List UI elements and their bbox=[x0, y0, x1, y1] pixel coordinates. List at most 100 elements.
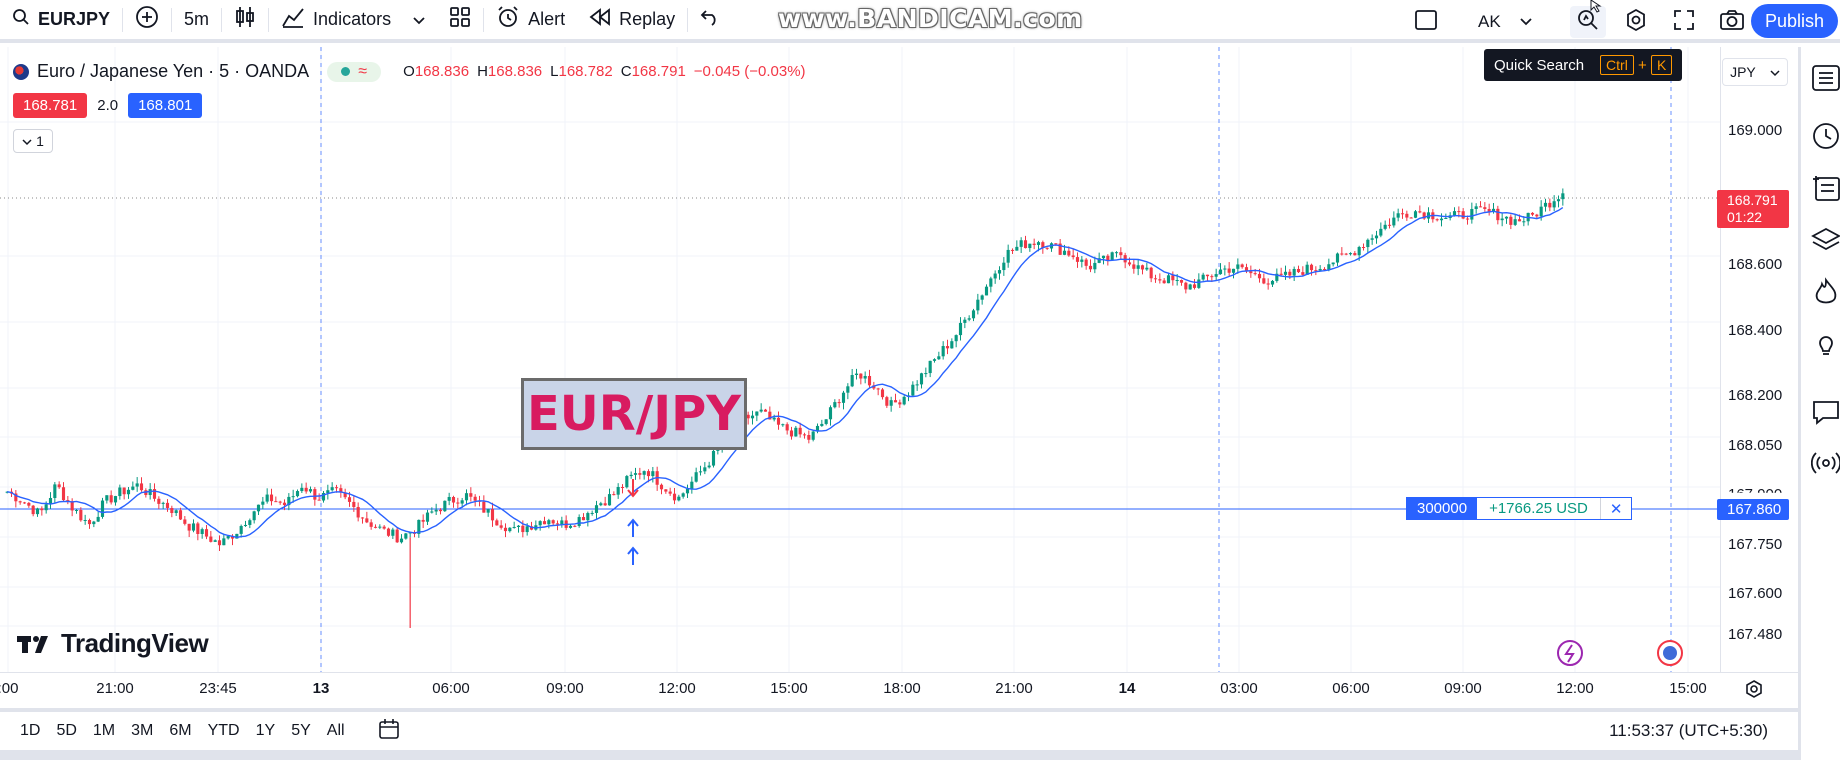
sell-button[interactable]: 168.781 bbox=[13, 93, 88, 118]
candle-body bbox=[295, 491, 300, 497]
layout-button[interactable] bbox=[1408, 6, 1444, 38]
ideas-button[interactable] bbox=[1811, 329, 1840, 361]
time-tick: 15:00 bbox=[1669, 680, 1707, 697]
snapshot-button[interactable] bbox=[1714, 6, 1750, 38]
range-button[interactable]: 5Y bbox=[291, 722, 311, 739]
chart-type-button[interactable] bbox=[222, 0, 268, 39]
candle-body bbox=[191, 523, 196, 531]
candle-body bbox=[243, 524, 248, 527]
shortcut-hint: Ctrl + K bbox=[1600, 54, 1673, 75]
candle-body bbox=[1474, 206, 1478, 209]
undo-button[interactable] bbox=[688, 0, 732, 39]
replay-button[interactable]: Replay bbox=[577, 0, 687, 39]
range-button[interactable]: 6M bbox=[169, 722, 192, 739]
candlestick-icon bbox=[234, 5, 256, 34]
goto-date-button[interactable] bbox=[375, 717, 403, 745]
range-button[interactable]: 5D bbox=[56, 722, 77, 739]
price-plot[interactable] bbox=[0, 47, 1720, 672]
candle-body bbox=[274, 501, 278, 503]
buy-button[interactable]: 168.801 bbox=[128, 93, 203, 118]
hotlists-button[interactable] bbox=[1811, 277, 1840, 309]
candle-body bbox=[586, 513, 590, 521]
tradingview-logo[interactable]: TradingView bbox=[17, 628, 209, 659]
candle-body bbox=[1348, 253, 1353, 255]
candle-body bbox=[1370, 238, 1374, 240]
time-axis[interactable]: :00 21:00 23:45 13 06:00 09:00 12:00 15:… bbox=[0, 672, 1798, 704]
settings-button[interactable] bbox=[1618, 6, 1654, 38]
flash-event-icon[interactable] bbox=[1557, 640, 1583, 666]
compare-button[interactable] bbox=[123, 0, 171, 39]
price-scale[interactable] bbox=[1720, 47, 1798, 672]
streams-button[interactable] bbox=[1810, 449, 1840, 483]
candle-body bbox=[651, 471, 655, 477]
camera-icon bbox=[1719, 9, 1745, 36]
candle-body bbox=[425, 512, 430, 522]
candle-body bbox=[1461, 211, 1465, 219]
alert-button[interactable]: Alert bbox=[484, 0, 577, 39]
candle-body bbox=[1136, 265, 1140, 269]
time-tick: 14 bbox=[1118, 680, 1136, 697]
range-button[interactable]: 1M bbox=[92, 722, 116, 739]
candle-body bbox=[971, 310, 976, 319]
currency-dropdown[interactable]: JPY bbox=[1722, 58, 1788, 86]
high-value: 168.836 bbox=[487, 63, 543, 80]
position-tag[interactable]: 300000 +1766.25 USD ✕ bbox=[1406, 497, 1633, 520]
object-tree-button[interactable] bbox=[1811, 173, 1840, 205]
close-position-button[interactable]: ✕ bbox=[1609, 500, 1623, 518]
candle-body bbox=[1019, 240, 1023, 247]
candle-body bbox=[165, 502, 170, 508]
candle-body bbox=[854, 373, 859, 376]
time-tick: 21:00 bbox=[995, 680, 1033, 697]
candle-body bbox=[308, 489, 313, 492]
quick-search-button[interactable] bbox=[1570, 6, 1606, 38]
candle-body bbox=[932, 359, 937, 361]
candle-body bbox=[919, 373, 924, 385]
range-button[interactable]: 1Y bbox=[255, 722, 276, 739]
candle-body bbox=[1292, 268, 1296, 276]
time-tick: 09:00 bbox=[1444, 680, 1482, 697]
layers-button[interactable] bbox=[1811, 225, 1840, 257]
candle-body bbox=[1257, 273, 1262, 279]
economic-event-icon[interactable] bbox=[1657, 640, 1683, 666]
templates-button[interactable] bbox=[437, 0, 483, 39]
symbol-search-button[interactable]: EURJPY bbox=[0, 0, 122, 39]
chart-pane[interactable]: TradingView bbox=[0, 47, 1720, 672]
candle-body bbox=[603, 503, 607, 506]
candle-body bbox=[711, 450, 716, 466]
candle-body bbox=[469, 493, 473, 497]
candle-body bbox=[841, 392, 846, 403]
candle-body bbox=[685, 488, 690, 494]
publish-button[interactable]: Publish bbox=[1750, 4, 1838, 38]
alert-label: Alert bbox=[528, 9, 566, 29]
fullscreen-button[interactable] bbox=[1666, 6, 1702, 38]
layout-name-dropdown[interactable]: AK bbox=[1470, 6, 1540, 38]
candle-body bbox=[902, 396, 906, 405]
chat-button[interactable] bbox=[1811, 397, 1840, 429]
currency-flag-icon bbox=[13, 63, 29, 80]
gear-icon[interactable] bbox=[1744, 679, 1764, 699]
candle-body bbox=[1110, 252, 1114, 261]
indicators-button[interactable]: Indicators bbox=[269, 0, 437, 39]
time-tick: 18:00 bbox=[883, 680, 921, 697]
interval-button[interactable]: 5m bbox=[172, 0, 221, 39]
range-button[interactable]: 3M bbox=[131, 722, 154, 739]
candle-body bbox=[495, 520, 499, 526]
candle-body bbox=[230, 536, 235, 539]
watchlist-button[interactable] bbox=[1811, 63, 1840, 95]
shortcut-key-k: K bbox=[1650, 54, 1673, 75]
candle-body bbox=[74, 509, 79, 511]
broadcast-icon bbox=[1810, 452, 1840, 483]
range-button[interactable]: YTD bbox=[207, 722, 240, 739]
range-button[interactable]: 1D bbox=[20, 722, 41, 739]
candle-body bbox=[577, 517, 581, 526]
market-status-badge[interactable]: ≈ bbox=[327, 61, 382, 82]
position-price-label: 167.860 bbox=[1717, 499, 1789, 520]
symbol-legend[interactable]: Euro / Japanese Yen · 5 · OANDA ≈ O168.8… bbox=[13, 61, 806, 82]
timezone-clock[interactable]: 11:53:37 (UTC+5:30) bbox=[1609, 721, 1768, 740]
range-button[interactable]: All bbox=[326, 722, 345, 739]
position-quantity[interactable]: 300000 bbox=[1407, 498, 1478, 519]
indicators-collapse-button[interactable]: 1 bbox=[13, 129, 53, 153]
alerts-button[interactable] bbox=[1811, 121, 1840, 153]
candle-body bbox=[633, 473, 638, 475]
divider bbox=[483, 7, 485, 32]
